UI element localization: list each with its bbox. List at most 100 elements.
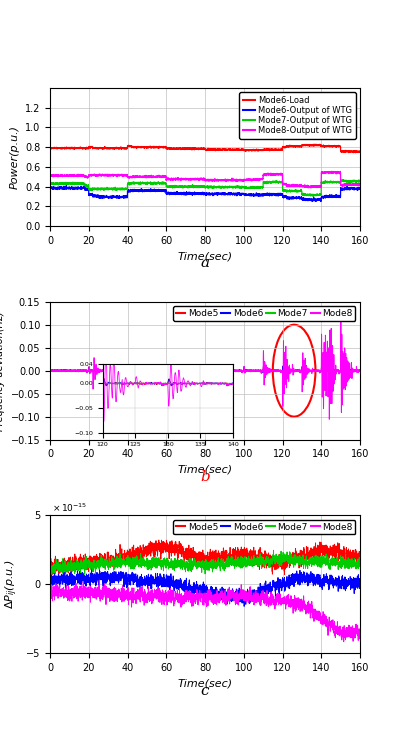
Mode5 <box>88 369 92 378</box>
Mode7 <box>244 366 248 375</box>
Mode6 <box>281 368 286 377</box>
Mode8 <box>97 575 102 584</box>
Text: c: c <box>201 683 209 697</box>
Mode7 <box>358 557 362 566</box>
Mode8-Output of WTG <box>48 171 52 180</box>
Legend: Mode5, Mode6, Mode7, Mode8: Mode5, Mode6, Mode7, Mode8 <box>174 520 356 534</box>
Mode6 <box>148 578 153 586</box>
Y-axis label: $\Delta P_{ij}$(p.u.): $\Delta P_{ij}$(p.u.) <box>4 559 20 609</box>
Mode5 <box>56 575 61 584</box>
Mode5 <box>243 366 248 374</box>
Mode5 <box>358 554 362 563</box>
X-axis label: Time(sec): Time(sec) <box>178 251 232 261</box>
Mode8 <box>288 597 293 606</box>
Mode7 <box>271 546 276 555</box>
Mode6 <box>242 602 246 611</box>
Mode8-Output of WTG <box>288 182 293 191</box>
Mode8-Output of WTG <box>308 184 313 192</box>
Line: Mode7-Output of WTG: Mode7-Output of WTG <box>50 180 360 196</box>
Mode7 <box>289 559 294 567</box>
Mode8-Output of WTG <box>162 173 167 182</box>
Mode6-Output of WTG <box>318 197 323 206</box>
Mode5 <box>162 542 167 550</box>
Mode8-Output of WTG <box>243 175 248 184</box>
Mode8-Output of WTG <box>148 172 153 181</box>
Mode5 <box>244 553 248 562</box>
Mode6 <box>300 362 305 371</box>
Text: $\times\,10^{-15}$: $\times\,10^{-15}$ <box>52 501 87 514</box>
Mode6 <box>162 366 167 375</box>
Mode8-Output of WTG <box>293 181 298 190</box>
Line: Mode8: Mode8 <box>50 321 360 419</box>
Mode8 <box>256 366 260 375</box>
Mode5 <box>48 573 52 582</box>
Mode6 <box>97 564 102 573</box>
Mode8-Output of WTG <box>256 175 260 184</box>
Mode7 <box>148 556 153 564</box>
Line: Mode6: Mode6 <box>50 569 360 606</box>
Mode8 <box>256 591 261 600</box>
Mode6-Output of WTG <box>293 194 298 203</box>
Mode7 <box>230 366 234 374</box>
Mode8 <box>162 366 167 374</box>
Mode6 <box>162 573 167 582</box>
Y-axis label: Power(p.u.): Power(p.u.) <box>9 125 19 189</box>
Mode6 <box>358 584 362 592</box>
Mode6-Output of WTG <box>243 190 248 199</box>
Mode6 <box>289 578 294 587</box>
Mode7 <box>48 562 52 571</box>
Mode8 <box>148 366 153 374</box>
Legend: Mode5, Mode6, Mode7, Mode8: Mode5, Mode6, Mode7, Mode8 <box>174 306 356 321</box>
Mode5 <box>162 366 167 375</box>
Mode7 <box>48 366 52 375</box>
Line: Mode6-Output of WTG: Mode6-Output of WTG <box>50 186 360 201</box>
Text: b: b <box>200 470 210 484</box>
Line: Mode5: Mode5 <box>50 366 360 374</box>
Mode6 <box>244 590 248 599</box>
Mode6 <box>148 366 153 375</box>
Mode7-Output of WTG <box>148 179 153 188</box>
Line: Mode8-Output of WTG: Mode8-Output of WTG <box>50 171 360 188</box>
Mode5 <box>289 366 294 375</box>
Text: a: a <box>200 256 210 270</box>
Mode6 <box>48 579 52 588</box>
Mode6-Output of WTG <box>148 186 153 195</box>
Mode7 <box>148 366 153 375</box>
Mode6 <box>288 366 293 374</box>
Mode5 <box>148 544 153 553</box>
Mode6-Output of WTG <box>64 181 69 190</box>
Mode8 <box>338 316 343 325</box>
Mode6-Output of WTG <box>358 184 362 192</box>
Mode7-Output of WTG <box>288 186 293 195</box>
Mode8 <box>293 607 298 616</box>
Mode8 <box>358 366 362 375</box>
Mode6-Output of WTG <box>48 184 52 192</box>
Mode7-Output of WTG <box>293 187 298 196</box>
Mode6-Output of WTG <box>162 187 167 196</box>
Mode8 <box>293 367 298 376</box>
Mode6-Output of WTG <box>256 190 261 199</box>
Mode6-Load <box>288 141 293 150</box>
Mode6-Load <box>256 145 260 154</box>
X-axis label: Time(sec): Time(sec) <box>178 465 232 475</box>
Line: Mode8: Mode8 <box>50 580 360 642</box>
Mode8 <box>288 365 293 374</box>
Mode8 <box>162 590 167 599</box>
Mode8 <box>48 366 52 374</box>
Mode7-Output of WTG <box>341 175 346 184</box>
Mode6 <box>358 366 362 375</box>
Mode8-Output of WTG <box>329 167 334 175</box>
Mode8 <box>358 629 362 638</box>
Mode8-Output of WTG <box>358 181 362 189</box>
Mode6 <box>48 366 52 374</box>
Mode5 <box>148 366 153 375</box>
Mode6-Output of WTG <box>288 193 293 202</box>
Mode5 <box>48 366 52 374</box>
Mode8 <box>48 581 52 590</box>
Mode6 <box>293 575 298 584</box>
Mode7-Output of WTG <box>311 192 316 200</box>
Mode7 <box>162 556 167 565</box>
Mode7 <box>162 366 167 374</box>
Mode8 <box>148 596 153 605</box>
Mode6 <box>256 584 261 593</box>
